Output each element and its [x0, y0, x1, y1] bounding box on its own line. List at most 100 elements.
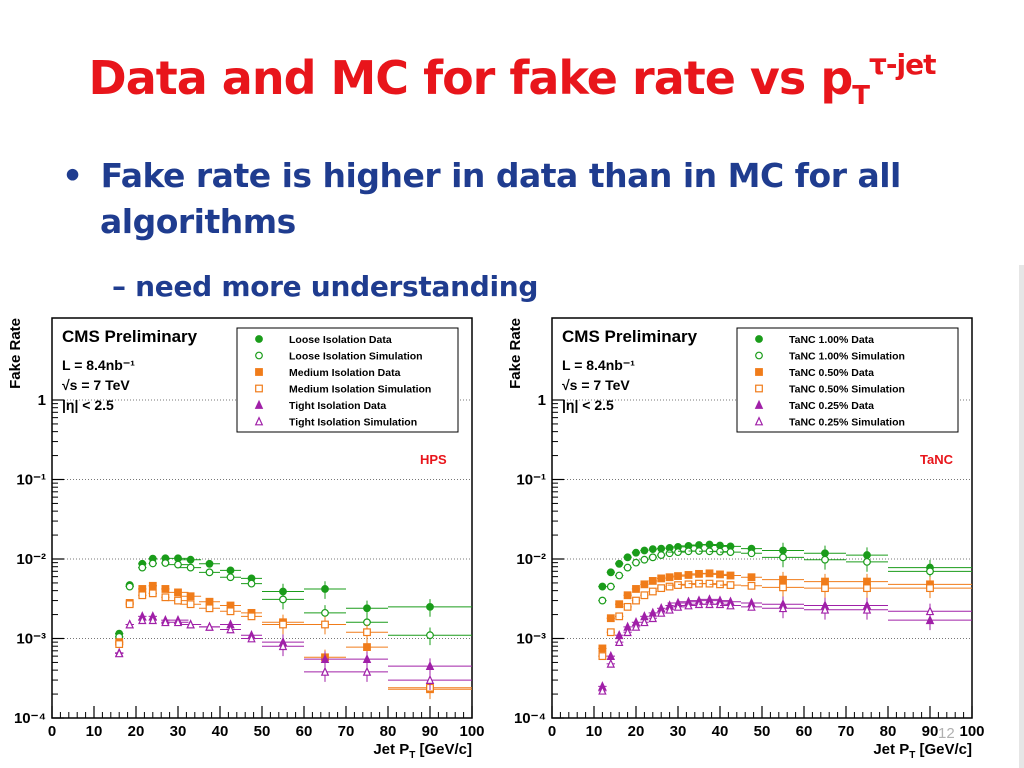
data-point	[161, 559, 170, 567]
data-point	[623, 591, 632, 600]
title-main: Data and MC for fake rate vs p	[88, 51, 854, 105]
data-point	[205, 604, 214, 613]
x-tick-label: 20	[628, 723, 645, 740]
data-point	[648, 612, 658, 623]
series	[115, 589, 472, 698]
y-tick-label: 1	[38, 392, 46, 409]
y-tick-label: 1	[538, 392, 546, 409]
data-point	[747, 549, 756, 558]
data-point	[673, 601, 683, 611]
data-point	[648, 545, 657, 554]
data-point	[425, 660, 435, 670]
data-point	[640, 591, 649, 600]
data-point	[205, 559, 214, 568]
data-point	[598, 644, 607, 653]
data-point	[148, 614, 158, 625]
data-point	[640, 546, 649, 555]
data-point	[615, 571, 624, 580]
data-point	[657, 544, 666, 553]
bullet-line-2: algorithms	[100, 202, 296, 241]
chart-info-1: L = 8.4nb⁻¹	[562, 357, 635, 373]
legend-marker	[755, 368, 763, 376]
legend-marker	[254, 416, 264, 426]
data-point	[186, 600, 195, 609]
y-axis-label: Fake Rate	[507, 318, 524, 389]
data-point	[684, 571, 693, 579]
data-point	[863, 584, 871, 593]
data-point	[674, 581, 682, 589]
data-point	[726, 571, 735, 580]
data-point	[726, 548, 735, 557]
legend-entry: Loose Isolation Simulation	[289, 351, 423, 363]
legend-entry: Loose Isolation Data	[289, 334, 392, 346]
data-point	[615, 600, 624, 609]
data-point	[148, 589, 157, 598]
data-point	[138, 614, 147, 625]
slide-edge	[1019, 265, 1024, 768]
legend-box	[736, 327, 959, 433]
chart-1: 10⁻⁴10⁻³10⁻²10⁻¹10 10 20 30 40 50 60 70 80 90 100J…	[7, 317, 485, 761]
x-tick-label: 100	[959, 723, 984, 740]
data-point	[247, 612, 256, 621]
legend-marker	[255, 384, 263, 393]
data-point	[656, 607, 666, 617]
legend-marker	[755, 351, 763, 360]
chart-info-1: L = 8.4nb⁻¹	[62, 357, 135, 373]
y-tick-label: 10⁻³	[16, 631, 46, 648]
data-point	[684, 600, 693, 610]
x-tick-label: 40	[712, 723, 729, 740]
y-tick-label: 10⁻⁴	[514, 710, 546, 727]
legend-entry: Medium Isolation Simulation	[289, 384, 431, 396]
data-point	[640, 617, 649, 627]
data-point	[821, 555, 829, 564]
data-point	[657, 574, 666, 583]
legend-marker	[255, 368, 263, 376]
data-point	[321, 585, 329, 593]
bullet-marker: •	[62, 156, 83, 195]
title-superscript: τ-jet	[869, 48, 936, 81]
data-point	[665, 573, 674, 582]
data-point	[205, 568, 214, 577]
legend-entry: Medium Isolation Data	[289, 367, 401, 379]
series	[598, 540, 972, 591]
data-point	[778, 603, 788, 613]
x-tick-label: 0	[48, 723, 56, 740]
data-point	[648, 553, 657, 562]
data-point	[665, 582, 674, 591]
x-axis-label-unit: [GeV/c]	[415, 741, 472, 758]
algo-label: TaNC	[920, 452, 954, 467]
data-point	[161, 585, 170, 593]
data-point	[363, 604, 371, 613]
legend-marker	[754, 416, 764, 426]
legend-marker	[754, 399, 764, 409]
data-point	[606, 568, 615, 577]
page-number: 12	[938, 725, 955, 742]
series	[114, 614, 472, 691]
data-point	[632, 558, 640, 567]
series	[598, 598, 972, 695]
data-point	[362, 653, 372, 664]
data-point	[125, 582, 134, 591]
data-point	[320, 653, 330, 664]
data-point	[862, 604, 872, 614]
data-point	[186, 592, 195, 601]
x-axis-label-sub: T	[909, 750, 915, 761]
legend-entry: Tight Isolation Data	[289, 400, 386, 412]
x-tick-label: 50	[754, 723, 771, 740]
data-point	[598, 652, 607, 661]
data-point	[674, 548, 682, 557]
data-point	[174, 554, 182, 563]
data-point	[820, 604, 830, 614]
data-point	[606, 614, 615, 623]
data-point	[747, 573, 756, 582]
legend: TaNC 1.00% Data TaNC 1.00% Simulation TaNC…	[736, 327, 959, 433]
data-point	[716, 547, 724, 556]
data-point	[779, 583, 787, 592]
data-point	[226, 573, 235, 582]
data-point	[186, 563, 195, 572]
data-point	[186, 619, 195, 629]
data-point	[632, 596, 640, 605]
chart-title: CMS Preliminary	[562, 327, 698, 346]
slide-title: Data and MC for fake rate vs pTτ-jet	[0, 48, 1024, 111]
data-point	[279, 620, 287, 629]
